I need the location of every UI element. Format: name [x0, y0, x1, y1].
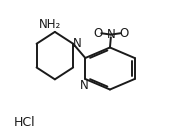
Text: N: N: [73, 37, 82, 50]
Text: HCl: HCl: [14, 116, 35, 129]
Text: N: N: [80, 79, 89, 92]
Text: O: O: [119, 27, 128, 40]
Text: N: N: [107, 28, 115, 41]
Text: NH₂: NH₂: [39, 18, 61, 31]
Text: O: O: [93, 27, 103, 40]
